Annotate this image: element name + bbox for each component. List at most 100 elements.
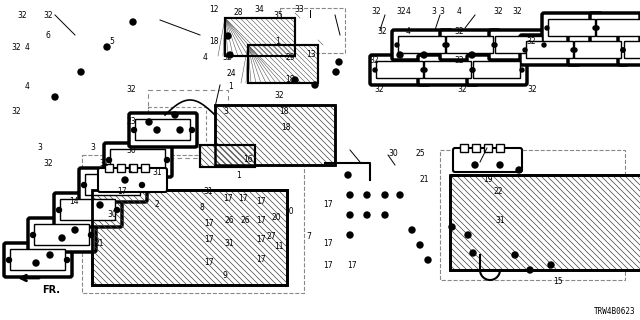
Circle shape bbox=[527, 267, 533, 273]
Bar bbox=[105, 164, 113, 172]
Text: 32: 32 bbox=[377, 28, 387, 36]
Bar bbox=[440, 150, 625, 280]
Circle shape bbox=[571, 48, 575, 52]
Text: 30: 30 bbox=[126, 146, 136, 155]
Circle shape bbox=[542, 43, 546, 47]
Text: 31: 31 bbox=[152, 168, 162, 177]
Text: 18: 18 bbox=[282, 124, 291, 132]
Text: 17: 17 bbox=[223, 194, 233, 203]
Text: 17: 17 bbox=[256, 236, 266, 244]
Circle shape bbox=[104, 44, 110, 50]
Text: 32: 32 bbox=[43, 12, 53, 20]
Text: 1: 1 bbox=[275, 37, 280, 46]
FancyBboxPatch shape bbox=[61, 199, 115, 220]
Circle shape bbox=[164, 157, 170, 163]
Circle shape bbox=[347, 192, 353, 198]
Circle shape bbox=[445, 43, 449, 47]
Text: 27: 27 bbox=[266, 232, 276, 241]
Text: 11: 11 bbox=[275, 242, 284, 251]
Text: 19: 19 bbox=[483, 175, 493, 184]
FancyBboxPatch shape bbox=[54, 193, 122, 227]
Circle shape bbox=[47, 252, 53, 258]
Text: TRW4B0623: TRW4B0623 bbox=[595, 307, 636, 316]
Bar bbox=[450, 175, 640, 270]
FancyBboxPatch shape bbox=[129, 113, 197, 147]
Text: 32: 32 bbox=[454, 56, 465, 65]
Circle shape bbox=[33, 260, 39, 266]
Circle shape bbox=[172, 112, 178, 118]
Text: 31: 31 bbox=[224, 239, 234, 248]
Text: 26: 26 bbox=[224, 216, 234, 225]
Circle shape bbox=[593, 26, 597, 30]
Bar bbox=[472, 144, 480, 152]
Bar bbox=[215, 105, 335, 165]
FancyBboxPatch shape bbox=[542, 13, 602, 43]
Circle shape bbox=[81, 182, 86, 188]
Text: 32: 32 bbox=[126, 85, 136, 94]
Circle shape bbox=[417, 242, 423, 248]
Circle shape bbox=[130, 19, 136, 25]
Circle shape bbox=[409, 227, 415, 233]
Circle shape bbox=[345, 172, 351, 178]
Circle shape bbox=[382, 192, 388, 198]
Bar bbox=[225, 18, 295, 56]
Circle shape bbox=[56, 207, 61, 212]
Circle shape bbox=[471, 68, 475, 72]
Circle shape bbox=[177, 127, 183, 133]
Circle shape bbox=[65, 258, 70, 262]
Circle shape bbox=[545, 26, 549, 30]
Circle shape bbox=[523, 48, 527, 52]
Bar bbox=[280, 8, 345, 53]
Circle shape bbox=[189, 127, 195, 132]
Text: 4: 4 bbox=[24, 44, 29, 52]
Bar bbox=[148, 90, 228, 158]
Text: FR.: FR. bbox=[42, 285, 60, 295]
Circle shape bbox=[88, 233, 93, 237]
Text: 26: 26 bbox=[240, 216, 250, 225]
Bar bbox=[129, 164, 137, 172]
Circle shape bbox=[520, 68, 524, 72]
Circle shape bbox=[115, 207, 120, 212]
Circle shape bbox=[621, 48, 625, 52]
FancyBboxPatch shape bbox=[86, 174, 141, 196]
Circle shape bbox=[548, 262, 554, 268]
Circle shape bbox=[97, 202, 103, 208]
Circle shape bbox=[6, 258, 12, 262]
Text: 1: 1 bbox=[236, 172, 241, 180]
FancyBboxPatch shape bbox=[568, 35, 628, 65]
Bar bbox=[225, 18, 295, 56]
Text: 32: 32 bbox=[457, 85, 467, 94]
Text: 25: 25 bbox=[415, 149, 425, 158]
Text: 32: 32 bbox=[396, 7, 406, 16]
FancyBboxPatch shape bbox=[376, 61, 424, 78]
Text: 32: 32 bbox=[17, 12, 28, 20]
FancyBboxPatch shape bbox=[104, 143, 172, 177]
FancyBboxPatch shape bbox=[520, 35, 580, 65]
Circle shape bbox=[469, 52, 475, 58]
Text: 17: 17 bbox=[323, 200, 333, 209]
Text: 12: 12 bbox=[210, 5, 219, 14]
Text: 17: 17 bbox=[256, 197, 266, 206]
Text: 21: 21 bbox=[420, 175, 429, 184]
Text: 3: 3 bbox=[90, 143, 95, 152]
FancyBboxPatch shape bbox=[548, 20, 595, 36]
FancyBboxPatch shape bbox=[370, 55, 430, 85]
Circle shape bbox=[292, 77, 298, 83]
Circle shape bbox=[373, 68, 377, 72]
Text: 32: 32 bbox=[369, 56, 380, 65]
Text: 17: 17 bbox=[323, 261, 333, 270]
Text: 4: 4 bbox=[405, 28, 410, 36]
Circle shape bbox=[364, 212, 370, 218]
Circle shape bbox=[122, 177, 128, 183]
Text: 2: 2 bbox=[154, 200, 159, 209]
Bar bbox=[117, 164, 125, 172]
Circle shape bbox=[312, 82, 318, 88]
FancyBboxPatch shape bbox=[440, 30, 500, 60]
FancyBboxPatch shape bbox=[10, 250, 65, 270]
Text: 1: 1 bbox=[228, 82, 233, 91]
Text: 31: 31 bbox=[495, 216, 506, 225]
Text: 32: 32 bbox=[526, 37, 536, 46]
Text: 29: 29 bbox=[285, 53, 296, 62]
Bar bbox=[460, 144, 468, 152]
Circle shape bbox=[449, 224, 455, 230]
